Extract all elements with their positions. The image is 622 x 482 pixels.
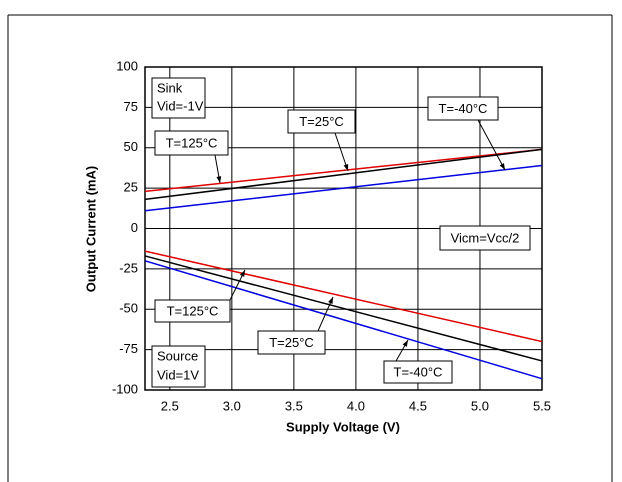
y-tick-label: 75 <box>124 99 138 114</box>
annotation-box <box>427 96 499 121</box>
series-label: T=-40°C <box>439 101 488 116</box>
annotation-box <box>154 299 231 323</box>
x-tick-label: 4.5 <box>409 398 427 413</box>
series-label: T=-40°C <box>394 364 443 379</box>
arrow-head <box>328 297 333 304</box>
arrow-line <box>477 119 506 171</box>
x-tick-label: 4.0 <box>347 398 365 413</box>
annotation: Vicm=Vcc/2 <box>451 230 520 245</box>
y-tick-label: -25 <box>119 260 138 275</box>
arrow-head <box>343 164 349 171</box>
series-line <box>144 164 543 212</box>
arrow-head <box>499 163 505 170</box>
series-line <box>144 148 543 201</box>
annotation: Sink <box>157 80 183 95</box>
y-tick-label: -100 <box>112 381 138 396</box>
arrow-head <box>402 340 408 347</box>
y-tick-label: -75 <box>119 341 138 356</box>
series-line <box>144 260 543 380</box>
annotation: Vid=-1V <box>157 98 204 113</box>
annotation-box <box>257 330 326 355</box>
arrow-line <box>334 132 349 172</box>
y-tick-label: 0 <box>131 220 138 235</box>
series-line <box>144 250 543 343</box>
annotation: Source <box>157 348 198 363</box>
series-label: T=125°C <box>166 135 218 150</box>
annotation-box <box>151 345 206 388</box>
x-tick-label: 2.5 <box>161 398 179 413</box>
y-axis-label: Output Current (mA) <box>83 166 98 292</box>
plot-border <box>144 66 543 391</box>
series-label: T=25°C <box>299 114 344 129</box>
annotation-box <box>439 225 531 251</box>
x-axis-label: Supply Voltage (V) <box>286 419 400 434</box>
y-tick-label: 100 <box>116 58 138 73</box>
y-tick-label: -50 <box>119 301 138 316</box>
annotation-box <box>151 77 206 119</box>
y-tick-label: 50 <box>124 139 138 154</box>
x-tick-label: 5.0 <box>471 398 489 413</box>
annotation-box <box>383 360 453 384</box>
x-tick-label: 5.5 <box>533 398 551 413</box>
x-tick-label: 3.5 <box>285 398 303 413</box>
annotation-box <box>287 109 356 134</box>
arrow-head <box>216 176 222 183</box>
annotation-box <box>154 130 229 156</box>
arrow-head <box>239 270 245 277</box>
annotation: Vid=1V <box>157 367 199 382</box>
x-tick-label: 3.0 <box>223 398 241 413</box>
series-line <box>144 255 543 362</box>
series-label: T=125°C <box>167 303 219 318</box>
series-line <box>144 148 543 193</box>
y-tick-label: 25 <box>124 180 138 195</box>
series-label: T=25°C <box>269 335 314 350</box>
